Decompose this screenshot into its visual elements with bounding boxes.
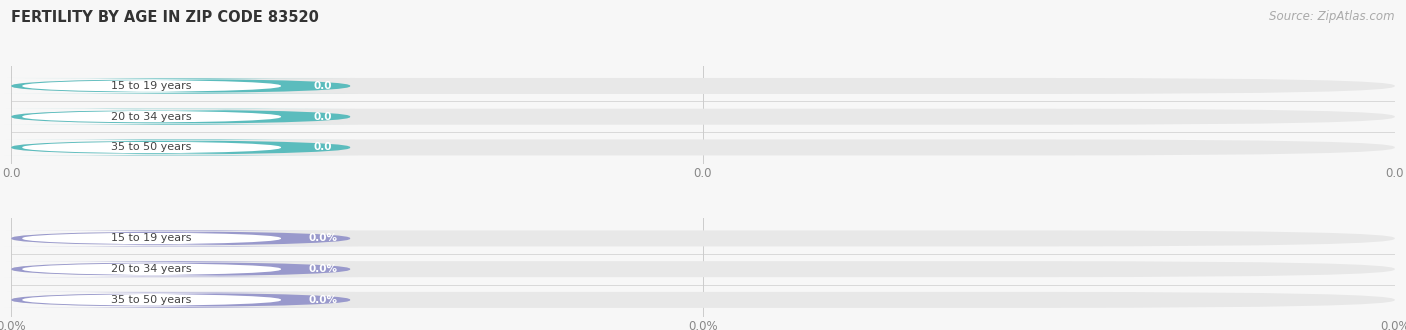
Text: 0.0%: 0.0% [308,295,337,305]
FancyBboxPatch shape [0,79,316,93]
FancyBboxPatch shape [11,78,1395,94]
FancyBboxPatch shape [11,230,1395,247]
Text: FERTILITY BY AGE IN ZIP CODE 83520: FERTILITY BY AGE IN ZIP CODE 83520 [11,10,319,25]
Text: Source: ZipAtlas.com: Source: ZipAtlas.com [1270,10,1395,23]
Text: 15 to 19 years: 15 to 19 years [111,81,193,91]
FancyBboxPatch shape [4,261,357,277]
FancyBboxPatch shape [4,140,357,155]
FancyBboxPatch shape [0,232,316,245]
FancyBboxPatch shape [4,109,357,125]
FancyBboxPatch shape [11,109,1395,125]
Text: 0.0%: 0.0% [308,264,337,274]
FancyBboxPatch shape [11,292,1395,308]
Text: 35 to 50 years: 35 to 50 years [111,143,191,152]
FancyBboxPatch shape [0,110,316,123]
FancyBboxPatch shape [0,262,316,276]
Text: 20 to 34 years: 20 to 34 years [111,264,193,274]
FancyBboxPatch shape [0,141,316,154]
FancyBboxPatch shape [4,78,357,94]
FancyBboxPatch shape [11,261,1395,277]
Text: 35 to 50 years: 35 to 50 years [111,295,191,305]
Text: 20 to 34 years: 20 to 34 years [111,112,193,122]
Text: 0.0: 0.0 [314,112,332,122]
Text: 15 to 19 years: 15 to 19 years [111,233,193,244]
Text: 0.0: 0.0 [314,81,332,91]
Text: 0.0%: 0.0% [308,233,337,244]
FancyBboxPatch shape [4,292,357,308]
Text: 0.0: 0.0 [314,143,332,152]
FancyBboxPatch shape [11,140,1395,155]
FancyBboxPatch shape [0,293,316,307]
FancyBboxPatch shape [4,230,357,247]
